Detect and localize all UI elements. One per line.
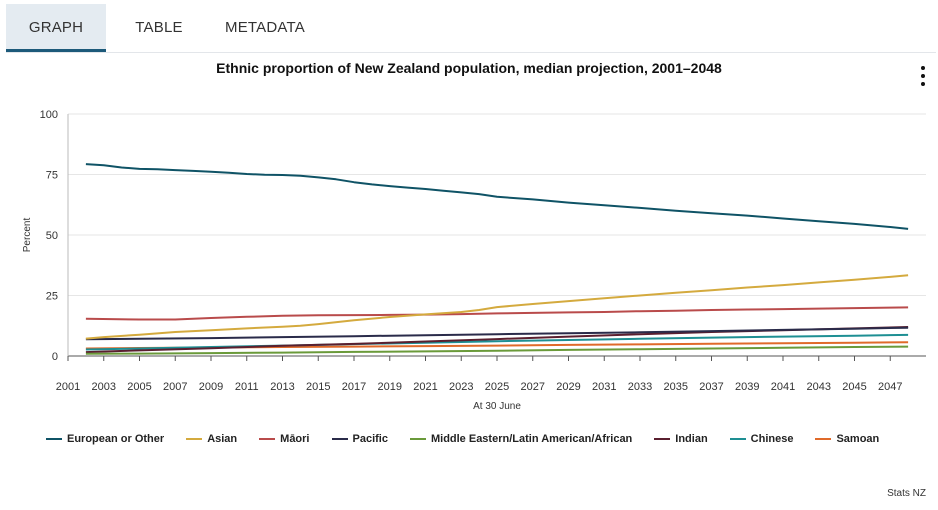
legend-item[interactable]: Pacific <box>331 433 388 445</box>
x-tick-label: 2013 <box>270 381 294 393</box>
series-line-pacific <box>85 326 909 341</box>
series-line-european-or-other <box>85 163 909 230</box>
tab-table[interactable]: TABLE <box>135 19 183 36</box>
x-tick-label: 2007 <box>163 381 187 393</box>
legend-label: Māori <box>280 433 310 445</box>
legend-swatch <box>654 438 671 440</box>
x-tick-label: 2045 <box>842 381 866 393</box>
x-tick-label: 2011 <box>235 381 259 393</box>
legend-item[interactable]: European or Other <box>46 433 164 445</box>
x-axis-label: At 30 June <box>473 401 521 412</box>
y-tick-label: 100 <box>40 109 58 121</box>
tab-metadata[interactable]: METADATA <box>225 19 305 36</box>
x-tick-label: 2001 <box>56 381 80 393</box>
legend-label: Chinese <box>750 433 794 445</box>
x-tick-label: 2027 <box>521 381 545 393</box>
x-tick-label: 2023 <box>449 381 473 393</box>
x-tick-label: 2025 <box>485 381 509 393</box>
line-chart: 0 25 50 75 100 2001 2003 2005 2007 2009 2011 2013 20… <box>22 109 926 412</box>
legend-item[interactable]: Middle Eastern/Latin American/African <box>409 433 633 445</box>
legend-label: Indian <box>675 433 708 445</box>
menu-dot <box>921 74 925 78</box>
x-tick-label: 2033 <box>628 381 652 393</box>
legend-swatch <box>46 438 62 440</box>
x-tick-label: 2009 <box>199 381 223 393</box>
series-line-chinese <box>85 333 909 351</box>
y-tick-label: 0 <box>52 351 58 363</box>
legend-swatch <box>729 438 746 440</box>
y-tick-label: 25 <box>46 291 58 303</box>
x-tick-label: 2035 <box>664 381 688 393</box>
x-tick-label: 2037 <box>699 381 723 393</box>
legend-swatch <box>331 438 348 440</box>
series-line-m-ori <box>85 306 909 321</box>
x-tick-label: 2019 <box>378 381 402 393</box>
x-tick-label: 2039 <box>735 381 759 393</box>
legend-swatch <box>409 438 426 440</box>
legend-swatch <box>815 438 832 440</box>
legend-label: Pacific <box>352 433 388 445</box>
legend-label: Asian <box>207 433 238 445</box>
series-line-middle-eastern-latin-american-african <box>85 345 909 355</box>
legend-label: Middle Eastern/Latin American/African <box>430 433 633 445</box>
y-axis-label: Percent <box>22 218 33 253</box>
legend-item[interactable]: Chinese <box>729 433 794 445</box>
x-tick-label: 2031 <box>592 381 616 393</box>
y-tick-label: 50 <box>46 230 58 242</box>
tab-graph[interactable]: GRAPH <box>6 4 106 52</box>
x-tick-label: 2003 <box>92 381 116 393</box>
legend-item[interactable]: Indian <box>654 433 708 445</box>
legend-swatch <box>186 438 203 440</box>
y-tick-label: 75 <box>46 170 58 182</box>
legend-item[interactable]: Samoan <box>815 433 879 445</box>
chart-title: Ethnic proportion of New Zealand populat… <box>216 60 722 76</box>
x-tick-label: 2043 <box>807 381 831 393</box>
legend-label: European or Other <box>67 433 165 445</box>
x-tick-label: 2021 <box>413 381 437 393</box>
legend-swatch <box>259 438 276 440</box>
legend-label: Samoan <box>836 433 880 445</box>
legend-item[interactable]: Māori <box>259 433 310 445</box>
x-tick-label: 2041 <box>771 381 795 393</box>
x-tick-label: 2029 <box>556 381 580 393</box>
x-tick-label: 2015 <box>306 381 330 393</box>
x-tick-label: 2017 <box>342 381 366 393</box>
series-line-asian <box>85 274 909 340</box>
menu-dot <box>921 66 925 70</box>
more-options-icon[interactable] <box>916 66 930 86</box>
menu-dot <box>921 82 925 86</box>
chart-legend: European or Other Asian Māori Pacific Middle… <box>46 430 901 448</box>
legend-item[interactable]: Asian <box>186 433 237 445</box>
x-tick-label: 2047 <box>878 381 902 393</box>
source-credit: Stats NZ <box>887 488 926 499</box>
x-tick-label: 2005 <box>127 381 151 393</box>
view-tabs: GRAPH TABLE METADATA <box>6 0 936 53</box>
